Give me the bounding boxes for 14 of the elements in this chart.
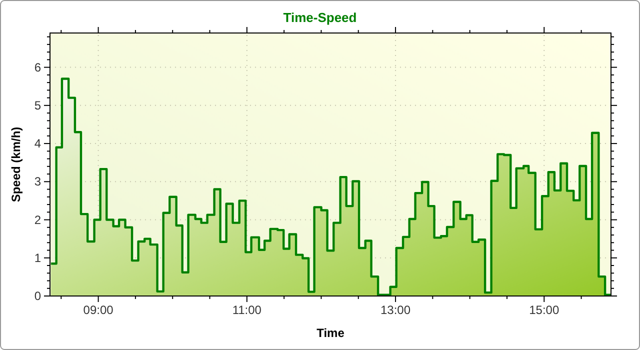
y-tick-label: 0 — [34, 289, 42, 303]
x-axis-title: Time — [316, 326, 345, 340]
x-tick-label: 11:00 — [232, 303, 262, 317]
x-tick-label: 13:00 — [380, 303, 411, 317]
y-tick-label: 1 — [34, 250, 42, 265]
y-axis-title: Speed (km/h) — [9, 126, 23, 202]
y-tick-label: 6 — [34, 60, 42, 74]
y-tick-label: 4 — [34, 136, 42, 151]
chart-title: Time-Speed — [283, 10, 357, 25]
x-tick-label: 09:00 — [83, 303, 114, 317]
y-tick-label: 2 — [34, 212, 42, 227]
y-tick-label: 3 — [34, 174, 42, 189]
y-tick-label: 5 — [34, 98, 42, 112]
x-tick-label: 15:00 — [529, 303, 560, 317]
